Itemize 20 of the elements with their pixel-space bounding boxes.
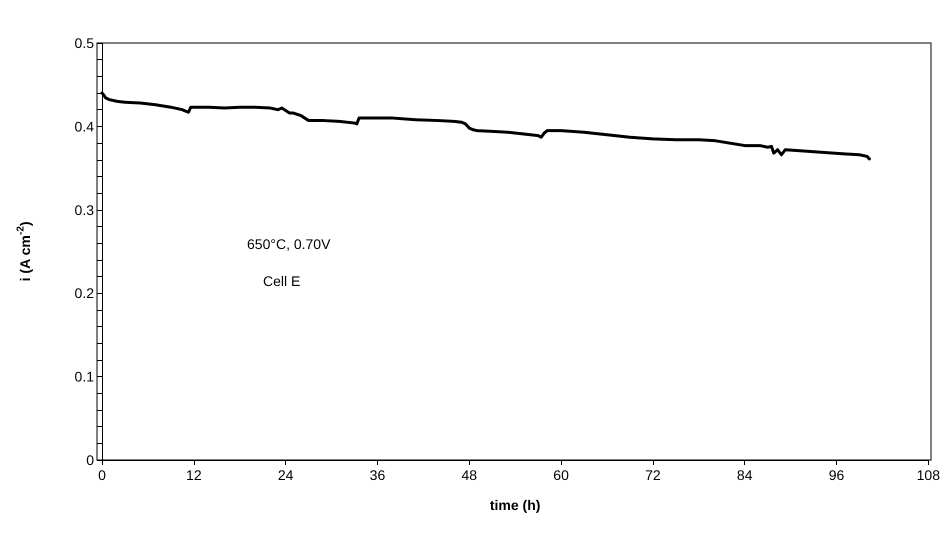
x-tick-label: 84 — [736, 467, 753, 483]
annotation: Cell E — [263, 273, 300, 289]
x-tick-label: 48 — [461, 467, 478, 483]
y-tick-label: 0.1 — [74, 368, 94, 385]
annotation: 650°C, 0.70V — [247, 236, 332, 252]
x-tick-label: 60 — [553, 467, 570, 483]
y-tick-label: 0.2 — [74, 285, 94, 302]
y-axis-title: i (A cm-2) — [16, 221, 33, 282]
x-axis-title: time (h) — [490, 497, 540, 513]
x-tick-label: 36 — [370, 467, 386, 483]
y-tick-label: 0.5 — [74, 35, 94, 51]
x-tick-label: 108 — [916, 467, 940, 483]
x-tick-label: 24 — [278, 467, 294, 483]
y-tick-label: 0.3 — [74, 202, 94, 218]
x-tick-label: 12 — [186, 467, 202, 483]
y-tick-label: 0 — [86, 452, 94, 468]
x-tick-label: 72 — [645, 467, 661, 483]
y-tick-label: 0.4 — [74, 118, 94, 134]
x-tick-label: 0 — [98, 467, 106, 483]
x-tick-label: 96 — [828, 467, 845, 483]
